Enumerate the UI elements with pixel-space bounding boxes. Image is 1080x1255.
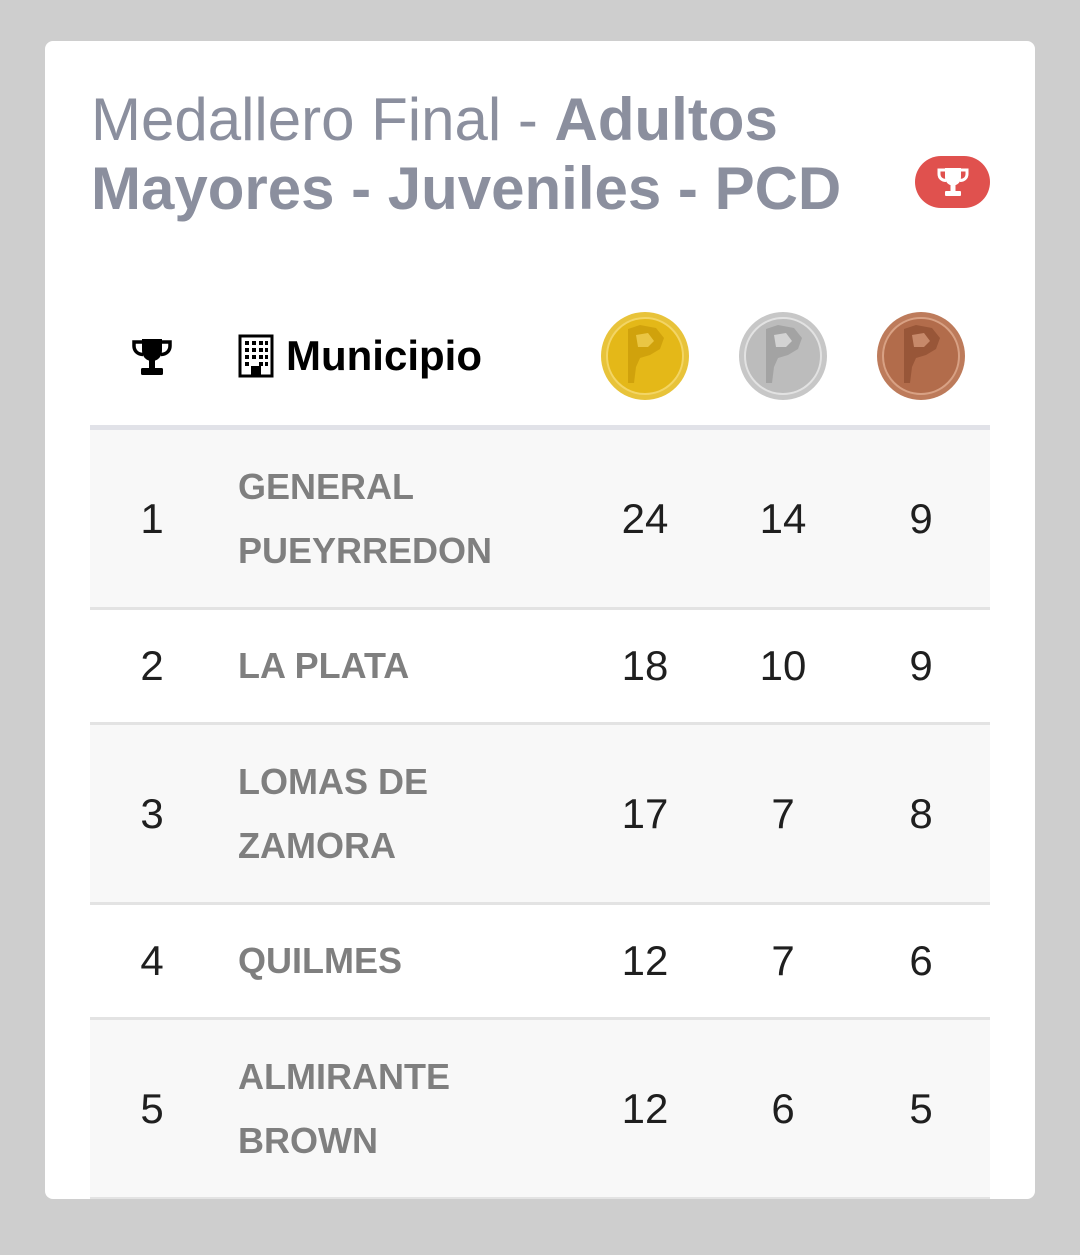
municipio-cell: QUILMES: [238, 940, 403, 981]
gold-count: 18: [621, 642, 669, 689]
silver-medal-icon: [739, 312, 827, 400]
trophy-icon: [937, 168, 968, 196]
silver-count: 7: [771, 937, 795, 984]
municipio-cell: ALMIRANTE BROWN: [238, 1055, 450, 1161]
gold-count: 12: [621, 1084, 669, 1132]
bronze-medal-icon: [877, 312, 965, 400]
gold-count: 24: [621, 494, 669, 542]
title-bold: Adultos Mayores - Juveniles - PCD: [91, 86, 842, 222]
bronze-count: 9: [909, 642, 933, 689]
gold-medal-icon: [601, 312, 689, 400]
silver-count: 14: [759, 494, 807, 542]
silver-count: 7: [771, 789, 795, 837]
municipio-cell: LA PLATA: [238, 645, 410, 686]
table-row[interactable]: 3 LOMAS DE ZAMORA 17 7 8: [90, 725, 990, 905]
building-icon: [238, 334, 274, 378]
bronze-count: 8: [909, 789, 933, 837]
silver-count: 10: [759, 642, 807, 689]
title-light: Medallero Final -: [91, 86, 555, 153]
table-row[interactable]: 2 LA PLATA 18 10 9: [90, 610, 990, 725]
gold-count: 12: [621, 937, 669, 984]
gold-count: 17: [621, 789, 669, 837]
table-header: Municipio: [90, 299, 990, 430]
municipio-cell: GENERAL PUEYRREDON: [238, 465, 493, 571]
rank-cell: 1: [140, 494, 164, 542]
page-title: Medallero Final - Adultos Mayores - Juve…: [91, 85, 881, 223]
medal-table-card: Medallero Final - Adultos Mayores - Juve…: [45, 41, 1035, 1199]
trophy-icon: [132, 339, 172, 375]
municipio-header-label: Municipio: [286, 332, 482, 379]
rank-cell: 4: [140, 937, 164, 984]
rank-cell: 3: [140, 789, 164, 837]
bronze-count: 5: [909, 1084, 933, 1132]
medal-table: Municipio 1 GENERAL: [90, 299, 990, 1199]
table-row[interactable]: 1 GENERAL PUEYRREDON 24 14 9: [90, 430, 990, 610]
table-row[interactable]: 5 ALMIRANTE BROWN 12 6 5: [90, 1020, 990, 1199]
trophy-badge-button[interactable]: [915, 156, 990, 208]
rank-cell: 2: [140, 642, 164, 689]
silver-count: 6: [771, 1084, 795, 1132]
bronze-count: 6: [909, 937, 933, 984]
municipio-cell: LOMAS DE ZAMORA: [238, 760, 429, 866]
table-row[interactable]: 4 QUILMES 12 7 6: [90, 905, 990, 1020]
municipio-header[interactable]: Municipio: [238, 331, 482, 381]
bronze-count: 9: [909, 494, 933, 542]
rank-cell: 5: [140, 1084, 164, 1132]
